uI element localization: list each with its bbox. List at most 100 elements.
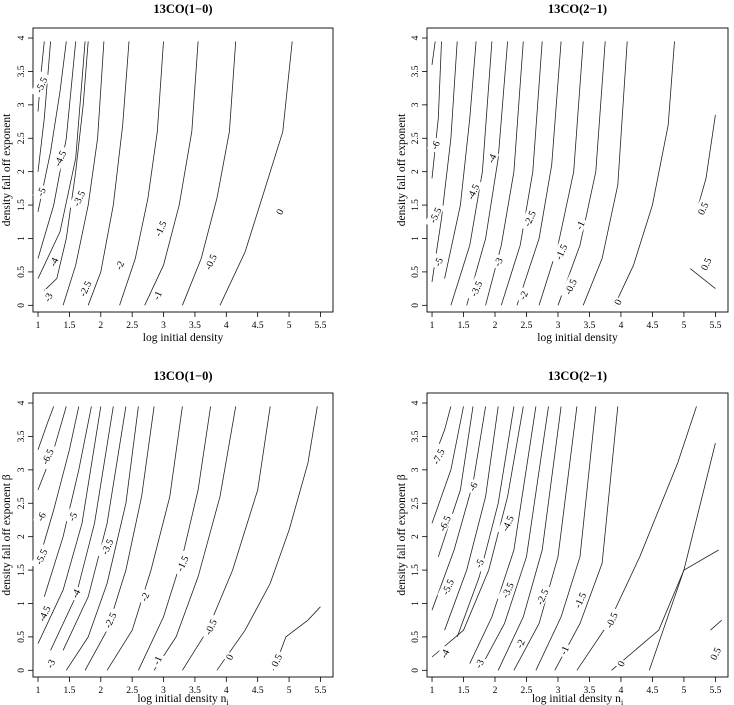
contour-label-text: 0.5 [709, 646, 724, 662]
y-tick-label: 2.5 [17, 497, 27, 509]
contour-line [153, 406, 237, 671]
x-tick-label: 2 [493, 686, 498, 696]
x-tick-label: 2 [98, 321, 103, 331]
contour-label: -1 [148, 651, 165, 669]
x-axis-label-main: log initial density n [137, 693, 226, 705]
contour-label-bg [42, 655, 58, 672]
contour-label: 0.5 [267, 649, 285, 671]
x-tick-label: 5.5 [315, 686, 327, 696]
contour-line [450, 41, 493, 306]
contour-label-bg [483, 149, 500, 167]
y-axis-label: density fall off exponent β [396, 474, 408, 595]
contour-label-bg [462, 178, 483, 205]
x-tick-label: 1 [36, 321, 41, 331]
y-tick-label: 3 [17, 102, 27, 107]
contour-label: -0.5 [601, 606, 622, 634]
contour-label-bg [430, 253, 446, 271]
x-tick-label: 2.5 [521, 686, 533, 696]
contour-line [219, 41, 293, 306]
contour-line [43, 406, 92, 597]
y-tick-label: 2.5 [17, 132, 27, 144]
contour-label: -6 [426, 136, 443, 154]
contour-label-bg [550, 238, 571, 265]
contour-label-bg [424, 201, 445, 229]
contour-line [37, 41, 51, 172]
contour-label-text: 0.5 [270, 653, 285, 669]
contour-line [216, 406, 318, 671]
chart-title: 13CO(1−0) [153, 2, 212, 16]
x-tick-label: 4.5 [252, 686, 264, 696]
contour-label-bg [497, 509, 518, 537]
y-tick-label: 0 [411, 303, 421, 308]
y-tick-label: 1.5 [17, 564, 27, 576]
contour-line [37, 41, 45, 112]
y-tick-label: 2.5 [411, 497, 421, 509]
y-axis-label: density fall off exponent [1, 113, 13, 226]
contour-label-bg [571, 216, 588, 234]
x-tick-label: 4.5 [252, 321, 264, 331]
contour-label: -5.5 [30, 71, 51, 98]
contour-line [182, 41, 237, 306]
contour-label: -1.5 [171, 550, 192, 577]
y-tick-label: 2 [411, 169, 421, 174]
contour-line [497, 406, 562, 671]
y-tick-label: 3.5 [17, 65, 27, 77]
y-tick-label: 3 [17, 467, 27, 472]
x-tick-label: 4 [619, 686, 624, 696]
x-tick-label: 1 [430, 321, 435, 331]
contour-label-bg [36, 443, 57, 470]
y-tick-label: 4 [411, 400, 421, 405]
contour-label: -4 [67, 584, 83, 602]
contour-label-bg [267, 649, 285, 671]
contour-label: -6 [464, 477, 481, 495]
contour-line [648, 549, 719, 671]
y-tick-label: 2.5 [411, 132, 421, 144]
contour-label: -2.5 [519, 205, 540, 232]
y-tick-label: 1.5 [411, 564, 421, 576]
y-tick-label: 1 [17, 601, 27, 606]
contour-label-bg [148, 651, 165, 669]
contour-line [431, 406, 486, 611]
y-tick-label: 3.5 [17, 430, 27, 442]
y-tick-label: 3 [411, 467, 421, 472]
x-tick-label: 4 [619, 321, 624, 331]
x-tick-label: 3 [161, 321, 166, 331]
contour-line [431, 41, 458, 282]
contour-label-bg [99, 606, 120, 634]
contour-label: -3 [470, 655, 487, 672]
contour-label: -5 [470, 554, 487, 572]
contour-label-bg [200, 613, 221, 640]
contour-line [144, 41, 199, 306]
contour-line [84, 406, 155, 671]
contour-label: -2 [515, 286, 531, 304]
contour-label: -4 [45, 253, 61, 271]
contour-label-bg [531, 583, 552, 610]
x-axis-label-subscript: i [226, 698, 229, 705]
x-tick-label: 3.5 [584, 321, 596, 331]
contour-label-bg [470, 554, 487, 572]
contour-label-bg [32, 508, 49, 525]
y-axis-label: density fall off exponent β [1, 474, 13, 595]
x-tick-label: 2.5 [521, 321, 533, 331]
contour-label-bg [601, 606, 622, 634]
plot-frame [32, 27, 334, 313]
contour-label: -5 [430, 253, 446, 271]
contour-label: -0.5 [560, 273, 581, 300]
contour-label-bg [222, 650, 236, 663]
plot-frame [32, 392, 334, 678]
contour-line [65, 406, 139, 671]
contour-line [62, 41, 105, 306]
contour-label: -4 [483, 149, 500, 167]
x-tick-label: 3.5 [189, 321, 201, 331]
y-tick-label: 3.5 [411, 65, 421, 77]
contour-label: -5.5 [30, 543, 51, 570]
contour-line [37, 406, 102, 644]
contour-label-bg [434, 509, 455, 537]
x-axis-label: log initial density [537, 332, 618, 344]
y-tick-label: 4 [411, 35, 421, 40]
contour-label: -1 [571, 216, 588, 234]
y-tick-label: 2 [411, 534, 421, 539]
contour-label-text: 0 [616, 659, 628, 668]
contour-line [37, 406, 80, 564]
contour-label-bg [426, 136, 443, 154]
